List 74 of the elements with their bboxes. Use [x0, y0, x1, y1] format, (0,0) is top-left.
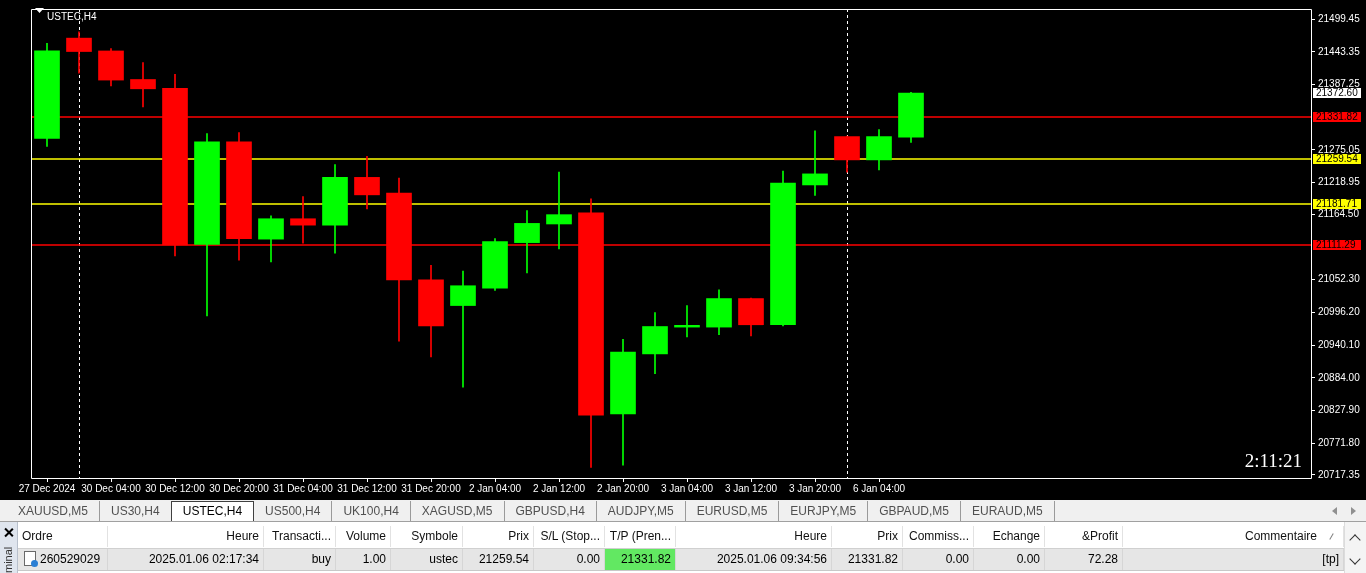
- y-tick-label: 21218.95: [1318, 176, 1361, 188]
- text: T/P (Pren...: [605, 526, 676, 547]
- text: 1.00: [336, 549, 391, 570]
- text: Symbole: [391, 526, 463, 547]
- text: ustec: [391, 549, 463, 570]
- x-tick-label: 30 Dec 20:00: [209, 482, 270, 494]
- x-tick-label: 2 Jan 04:00: [468, 482, 522, 494]
- text: [tp]: [1123, 549, 1344, 570]
- text: Commentaire: [1123, 526, 1344, 547]
- y-tick-label: 20996.20: [1318, 306, 1361, 318]
- text: US500,H4: [254, 501, 333, 521]
- text: EURUSD,M5: [685, 501, 780, 521]
- text: 0.00: [974, 549, 1045, 570]
- text: XAGUSD,M5: [410, 501, 505, 521]
- y-tick-label: 21164.50: [1318, 208, 1360, 220]
- text: 2025.01.06 02:17:34: [108, 549, 264, 570]
- text: 21259.54: [463, 549, 534, 570]
- y-tick-label: 21499.45: [1318, 12, 1361, 24]
- x-tick-label: 3 Jan 20:00: [788, 482, 842, 494]
- text: GBPUSD,H4: [504, 501, 597, 521]
- y-tick-label: 20827.90: [1318, 404, 1361, 416]
- text: AUDJPY,M5: [596, 501, 686, 521]
- text: Prix: [832, 526, 903, 547]
- ref-line-label: 21259.54: [1316, 152, 1359, 164]
- x-tick-label: 3 Jan 12:00: [724, 482, 778, 494]
- y-tick-label: 21275.05: [1318, 143, 1361, 155]
- chart-title: USTEC,H4: [47, 10, 97, 22]
- x-tick-label: 6 Jan 04:00: [852, 482, 906, 494]
- ref-line-label: 21181.71: [1316, 197, 1358, 209]
- text: 0.00: [903, 549, 974, 570]
- text: USTEC,H4: [170, 501, 255, 521]
- text: 21372.60: [1316, 86, 1359, 98]
- text: 21331.82: [832, 549, 903, 570]
- annotation: 2:11:21: [1244, 450, 1302, 471]
- text: UK100,H4: [332, 501, 411, 521]
- x-tick-label: 30 Dec 04:00: [81, 482, 142, 494]
- text: 0.00: [534, 549, 605, 570]
- x-tick-label: 30 Dec 12:00: [145, 482, 206, 494]
- text: 2025.01.06 09:34:56: [676, 549, 832, 570]
- y-tick-label: 21443.35: [1318, 45, 1361, 57]
- text: Echange: [974, 526, 1045, 547]
- y-tick-label: 20717.35: [1318, 468, 1361, 480]
- text: Commiss...: [903, 526, 974, 547]
- text: Heure: [676, 526, 832, 547]
- x-tick-label: 31 Dec 04:00: [273, 482, 334, 494]
- text: GBPAUD,M5: [868, 501, 961, 521]
- x-tick-label: 27 Dec 2024: [18, 482, 76, 494]
- text: minal: [2, 545, 15, 573]
- x-tick-label: 31 Dec 12:00: [337, 482, 398, 494]
- text: XAUUSD,M5: [7, 501, 101, 521]
- text: 72.28: [1045, 549, 1123, 570]
- y-tick-label: 20771.80: [1318, 436, 1361, 448]
- x-tick-label: 2 Jan 20:00: [596, 482, 650, 494]
- text: Transacti...: [264, 526, 336, 547]
- text: Volume: [336, 526, 391, 547]
- text: 260529029: [18, 549, 108, 570]
- y-tick-label: 20940.10: [1318, 338, 1361, 350]
- text: Prix: [463, 526, 534, 547]
- y-tick-label: 20884.00: [1318, 371, 1361, 383]
- text: buy: [264, 549, 336, 570]
- text: EURAUD,M5: [960, 501, 1055, 521]
- text: 21331.82: [605, 549, 676, 570]
- x-tick-label: 2 Jan 12:00: [532, 482, 586, 494]
- text: Ordre: [18, 526, 108, 547]
- text: US30,H4: [110, 503, 161, 520]
- ref-line-label: 21331.82: [1316, 110, 1359, 122]
- text: EURJPY,M5: [779, 501, 869, 521]
- x-tick-label: 31 Dec 20:00: [401, 482, 462, 494]
- y-tick-label: 21052.30: [1318, 273, 1361, 285]
- text: Heure: [108, 526, 264, 547]
- text: &Profit: [1045, 526, 1123, 547]
- x-tick-label: 3 Jan 04:00: [660, 482, 714, 494]
- ref-line-label: 21111.29: [1316, 238, 1356, 250]
- text: S/L (Stop...: [534, 526, 605, 547]
